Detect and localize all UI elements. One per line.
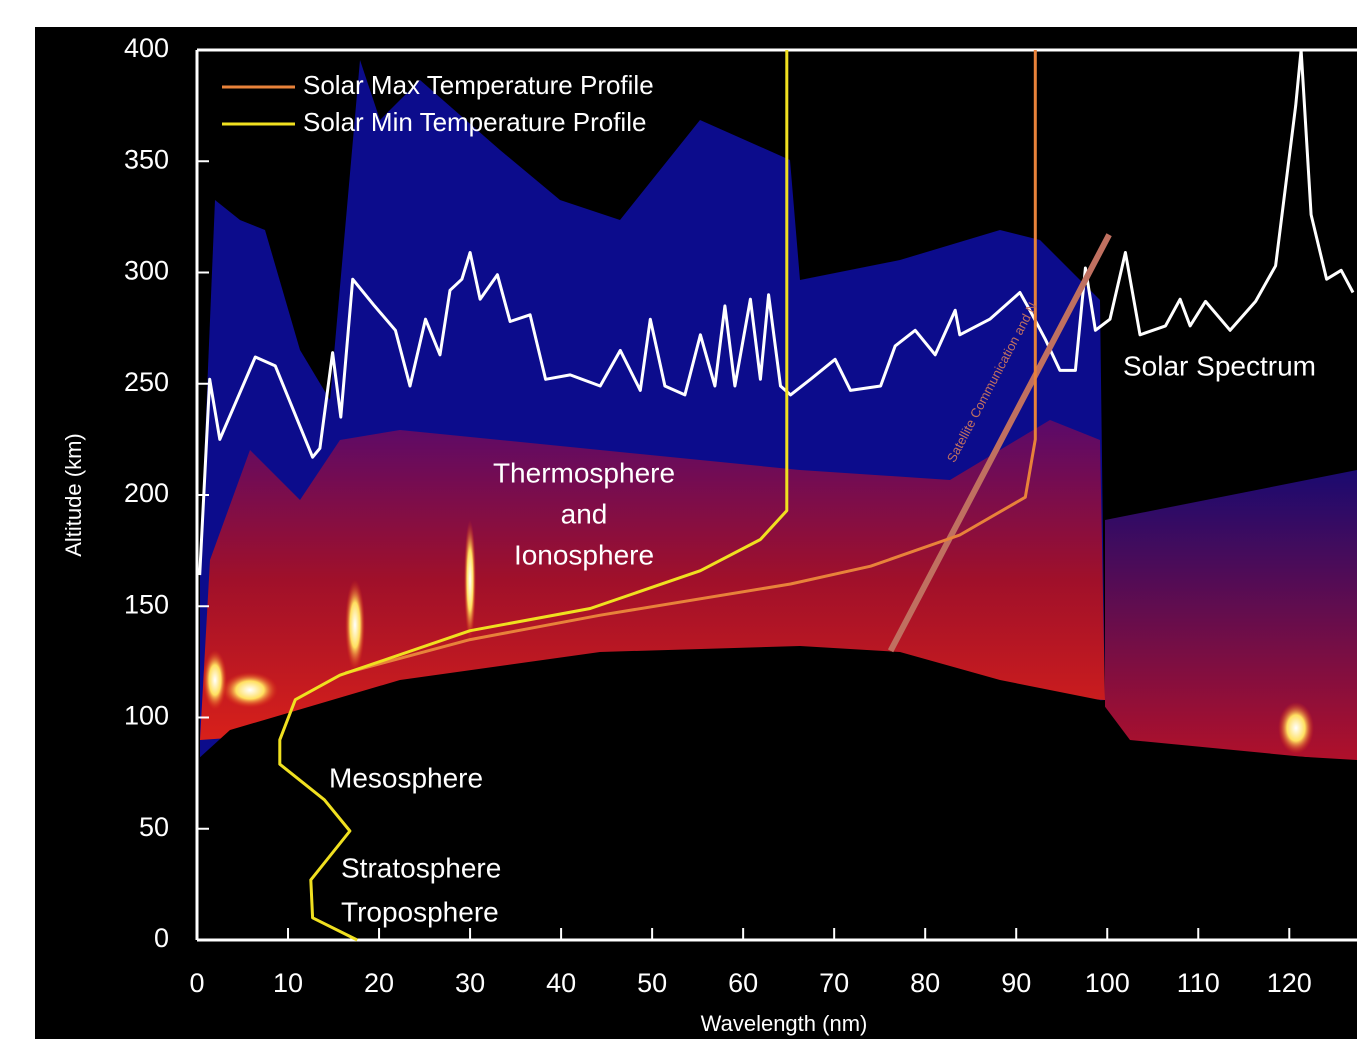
x-tick-label: 30	[455, 968, 485, 998]
satellite-line	[887, 233, 1112, 653]
y-tick-label: 350	[124, 144, 169, 174]
y-tick-label: 400	[124, 33, 169, 63]
y-axis-label: Altitude (km)	[61, 433, 86, 556]
x-tick-label: 110	[1177, 968, 1220, 998]
x-tick-label: 80	[910, 968, 940, 998]
x-tick-label: 60	[728, 968, 758, 998]
region-label: Troposphere	[341, 896, 499, 927]
y-tick-label: 200	[124, 478, 169, 508]
region-label: Mesosphere	[329, 762, 483, 793]
x-tick-label: 100	[1085, 968, 1130, 998]
region-label: Ionosphere	[514, 539, 654, 570]
y-tick-label: 0	[154, 923, 169, 953]
region-label: Thermosphere	[493, 457, 675, 488]
x-tick-label: 0	[189, 968, 204, 998]
y-tick-label: 150	[124, 589, 169, 619]
x-tick-label: 10	[273, 968, 303, 998]
spectrum-label: Solar Spectrum	[1123, 350, 1316, 381]
x-tick-label: 40	[546, 968, 576, 998]
x-tick-label: 20	[364, 968, 394, 998]
spectrum-line	[198, 48, 1355, 576]
series-line	[278, 50, 789, 942]
legend-label: Solar Max Temperature Profile	[303, 70, 654, 100]
y-tick-label: 100	[124, 701, 169, 731]
y-tick-label: 300	[124, 256, 169, 286]
x-axis-label: Wavelength (nm)	[701, 1011, 868, 1036]
series-line	[345, 50, 1037, 675]
x-tick-label: 70	[819, 968, 849, 998]
region-label: and	[561, 498, 608, 529]
region-label: Stratosphere	[341, 852, 501, 883]
y-tick-label: 50	[139, 812, 169, 842]
x-tick-label: 50	[637, 968, 667, 998]
heatmap	[197, 60, 1357, 940]
legend-label: Solar Min Temperature Profile	[303, 107, 646, 137]
y-tick-label: 250	[124, 367, 169, 397]
x-tick-label: 90	[1001, 968, 1031, 998]
x-tick-label: 120	[1267, 968, 1312, 998]
